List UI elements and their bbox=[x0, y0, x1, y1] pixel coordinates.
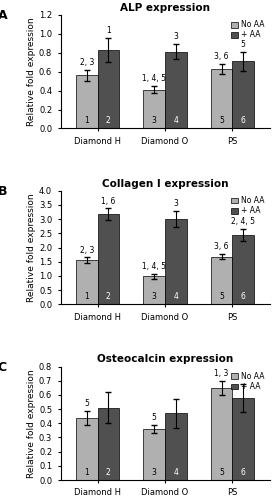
Text: 2, 3: 2, 3 bbox=[79, 246, 94, 254]
Text: 5: 5 bbox=[219, 292, 224, 301]
Y-axis label: Relative fold expression: Relative fold expression bbox=[27, 193, 36, 302]
Text: C: C bbox=[0, 361, 7, 374]
Bar bbox=[165, 52, 186, 128]
Text: 1: 1 bbox=[84, 468, 89, 476]
Legend: No AA, + AA: No AA, + AA bbox=[230, 194, 266, 217]
Text: 3, 6: 3, 6 bbox=[214, 52, 229, 62]
Bar bbox=[232, 62, 254, 128]
Text: 2, 4, 5: 2, 4, 5 bbox=[231, 216, 255, 226]
Bar bbox=[76, 418, 98, 480]
Text: 5: 5 bbox=[84, 398, 89, 407]
Bar bbox=[165, 218, 186, 304]
Text: 2: 2 bbox=[106, 468, 111, 476]
Text: 1, 6: 1, 6 bbox=[101, 196, 116, 205]
Bar bbox=[98, 214, 119, 304]
Title: Osteocalcin expression: Osteocalcin expression bbox=[97, 354, 233, 364]
Text: 1, 4, 5: 1, 4, 5 bbox=[142, 74, 166, 83]
Text: 2: 2 bbox=[106, 116, 111, 125]
Text: A: A bbox=[0, 10, 7, 22]
Text: 3: 3 bbox=[152, 292, 157, 301]
Text: 5: 5 bbox=[219, 116, 224, 125]
Legend: No AA, + AA: No AA, + AA bbox=[230, 370, 266, 392]
Text: 3: 3 bbox=[173, 32, 178, 42]
Text: 1, 3: 1, 3 bbox=[214, 369, 229, 378]
Y-axis label: Relative fold expression: Relative fold expression bbox=[27, 18, 36, 126]
Bar bbox=[76, 76, 98, 128]
Text: 5: 5 bbox=[241, 40, 246, 49]
Bar bbox=[98, 50, 119, 128]
Text: 6: 6 bbox=[241, 468, 246, 476]
Text: B: B bbox=[0, 185, 7, 198]
Bar bbox=[144, 429, 165, 480]
Text: 3, 6: 3, 6 bbox=[214, 242, 229, 251]
Text: 1: 1 bbox=[84, 292, 89, 301]
Text: 4: 4 bbox=[173, 292, 178, 301]
Bar bbox=[211, 388, 232, 480]
Bar bbox=[232, 398, 254, 480]
Bar bbox=[211, 69, 232, 128]
Title: ALP expression: ALP expression bbox=[120, 3, 210, 13]
Legend: No AA, + AA: No AA, + AA bbox=[230, 19, 266, 41]
Title: Collagen I expression: Collagen I expression bbox=[102, 178, 228, 188]
Text: 5: 5 bbox=[152, 413, 157, 422]
Text: 2, 3: 2, 3 bbox=[79, 58, 94, 67]
Text: 1, 4, 5: 1, 4, 5 bbox=[142, 262, 166, 272]
Text: 5: 5 bbox=[219, 468, 224, 476]
Bar bbox=[165, 414, 186, 480]
Bar bbox=[211, 256, 232, 304]
Text: 3: 3 bbox=[152, 468, 157, 476]
Text: 3: 3 bbox=[173, 199, 178, 208]
Bar bbox=[144, 90, 165, 128]
Text: 1: 1 bbox=[84, 116, 89, 125]
Bar bbox=[98, 408, 119, 480]
Text: 6: 6 bbox=[241, 116, 246, 125]
Text: 4: 4 bbox=[173, 468, 178, 476]
Bar bbox=[76, 260, 98, 304]
Bar bbox=[144, 276, 165, 304]
Text: 3: 3 bbox=[152, 116, 157, 125]
Text: 6: 6 bbox=[241, 292, 246, 301]
Text: 2: 2 bbox=[106, 292, 111, 301]
Text: 4: 4 bbox=[173, 116, 178, 125]
Bar bbox=[232, 234, 254, 304]
Y-axis label: Relative fold expression: Relative fold expression bbox=[27, 369, 36, 478]
Text: 1: 1 bbox=[106, 26, 111, 35]
